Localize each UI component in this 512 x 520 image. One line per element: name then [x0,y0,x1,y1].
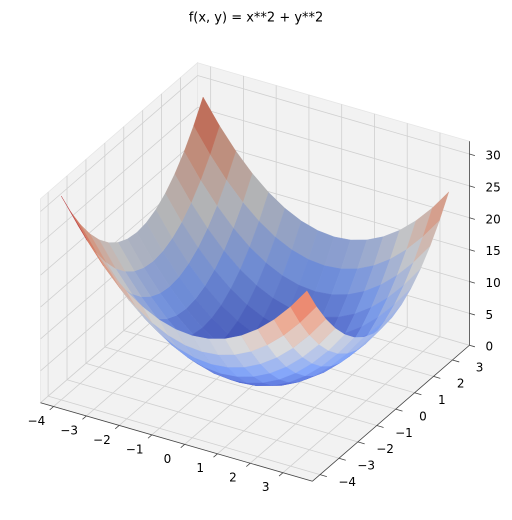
tick-mark [213,453,218,458]
grid-line [66,379,340,459]
tick-mark [414,392,422,396]
z-tick-label: 30 [485,149,500,163]
x-tick-label: −2 [93,433,111,447]
grid-line [40,107,198,244]
tick-mark [452,359,460,363]
tick-mark [278,472,284,477]
y-tick-label: −1 [395,426,413,440]
y-tick-label: 1 [438,393,446,407]
x-tick-label: 0 [164,452,172,466]
tick-mark [469,217,476,220]
grid-line [40,75,198,212]
x-tick-label: −1 [126,442,144,456]
tick-mark [319,474,327,477]
z-tick-label: 15 [485,244,500,258]
y-tick-label: −3 [357,459,375,473]
grid-line [104,346,377,426]
x-tick-label: 3 [262,480,270,494]
tick-mark [469,281,476,284]
tick-mark [180,444,185,449]
x-tick-label: 2 [229,471,237,485]
grid-line [197,75,470,155]
grid-line [197,138,470,219]
y-tick-label: 0 [419,409,427,423]
tick-mark [246,462,251,467]
tick-mark [469,153,476,156]
y-tick-label: −4 [338,475,356,489]
z-tick-label: 25 [485,180,500,194]
z-tick-label: 10 [485,276,500,290]
grid-line [85,363,358,443]
grid-line [197,107,470,187]
tick-mark [469,312,476,316]
tick-mark [469,185,476,188]
surface-face [290,290,317,323]
grid-line [40,138,198,276]
tick-mark [114,425,120,430]
y-tick-label: −2 [376,442,394,456]
tick-mark [433,375,441,379]
tick-mark [82,415,87,420]
axis-line [40,402,313,482]
chart-title: f(x, y) = x**2 + y**2 [189,11,324,26]
tick-mark [469,249,476,252]
x-tick-label: 1 [196,461,204,475]
z-tick-label: 0 [485,340,493,354]
z-tick-label: 20 [485,212,500,226]
surface-face [61,195,88,241]
tick-mark [49,406,54,411]
y-tick-label: 2 [457,377,465,391]
y-tick-label: 3 [476,360,484,374]
x-tick-label: −4 [28,414,46,428]
tick-mark [147,434,153,439]
tick-mark [395,408,403,412]
x-tick-label: −3 [60,423,78,437]
z-tick-label: 5 [485,308,493,322]
tick-mark [376,425,384,428]
axis-line [312,344,470,482]
tick-mark [357,441,365,445]
grid-line [47,395,321,476]
tick-mark [338,457,346,461]
tick-mark [469,344,476,348]
